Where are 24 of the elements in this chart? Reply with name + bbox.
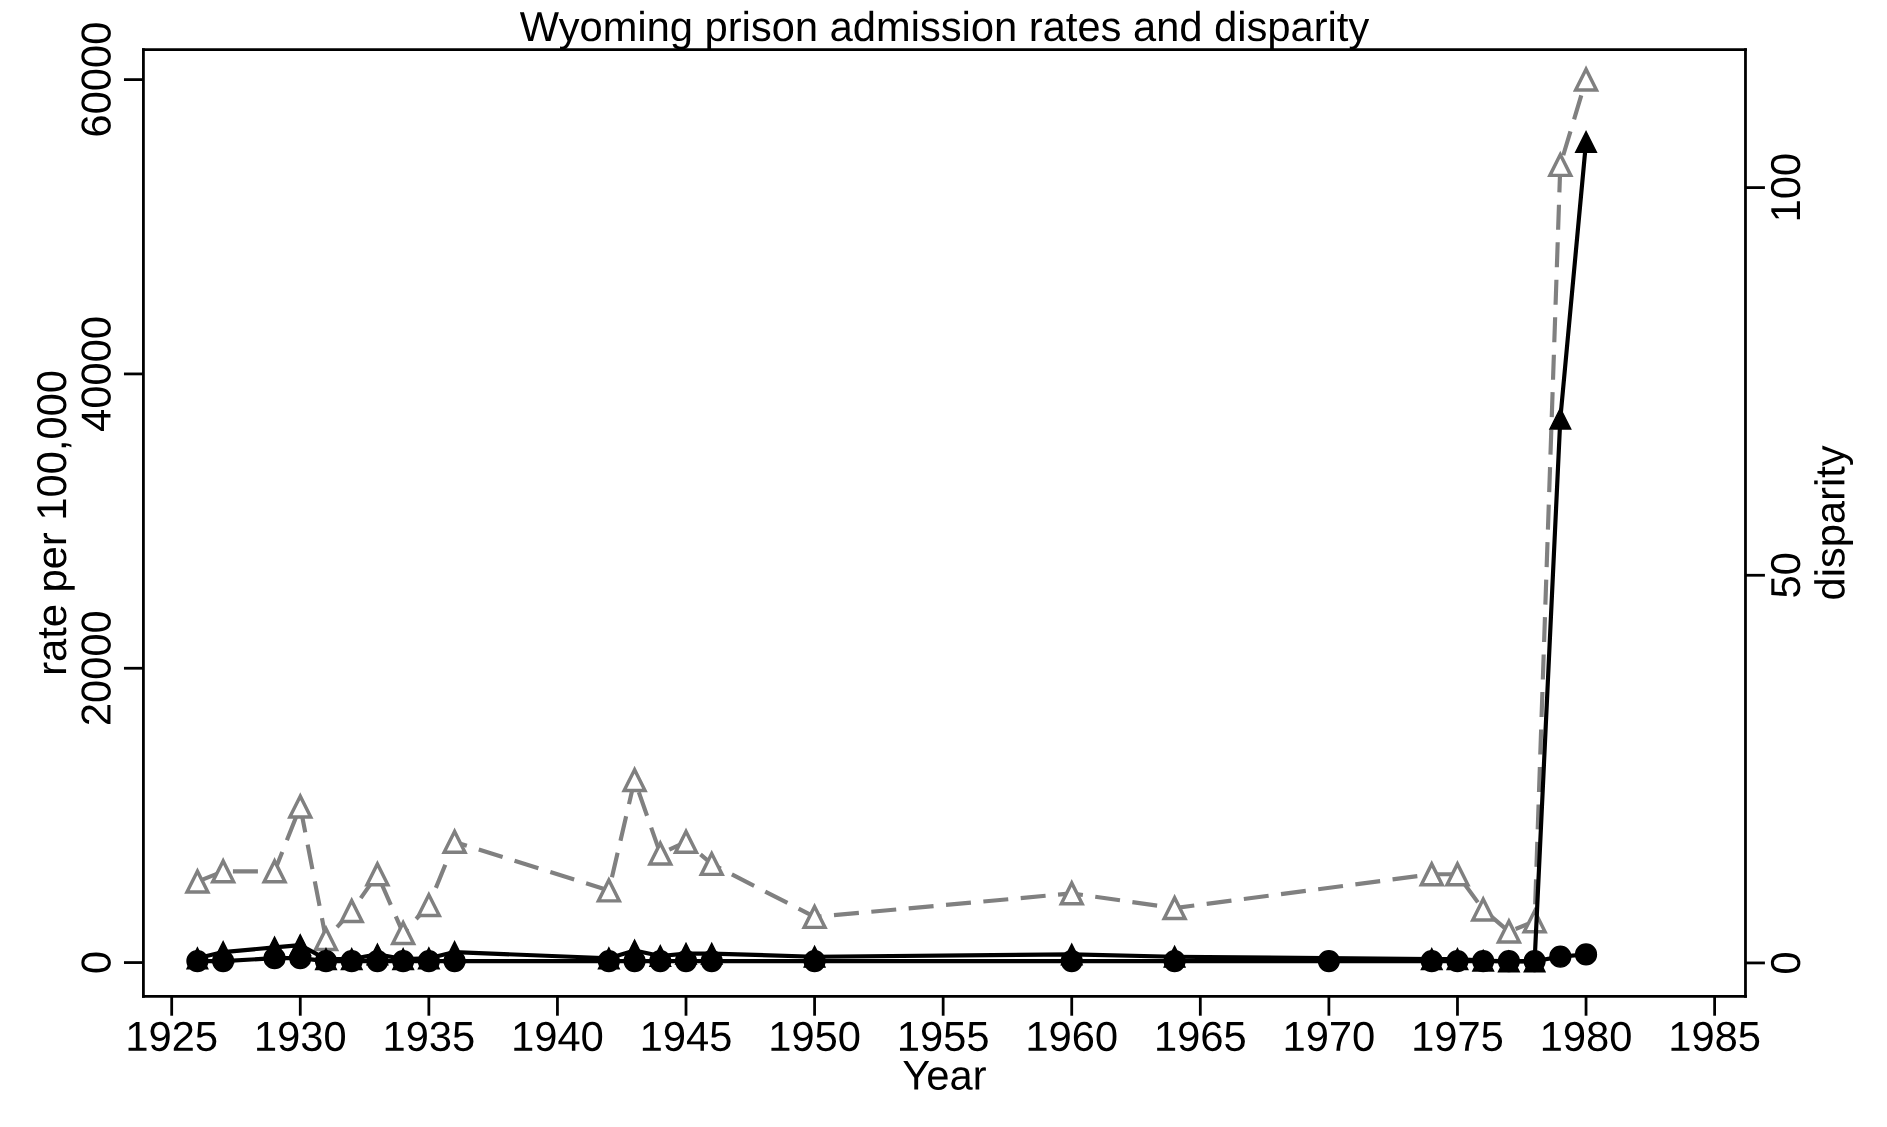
y2-tick-label: 50	[1770, 553, 1801, 597]
x-tick-label: 1945	[642, 1021, 731, 1052]
chart-title: Wyoming prison admission rates and disparity	[519, 10, 1370, 50]
x-axis-title: Year	[903, 1060, 986, 1091]
y2-tick-label: 100	[1770, 154, 1801, 220]
x-tick-label: 1940	[514, 1021, 603, 1052]
y-axis-title: rate per 100,000	[36, 371, 75, 674]
x-tick-label: 1985	[1671, 1021, 1760, 1052]
y2-tick-label: 0	[1770, 952, 1801, 973]
y-tick-label: 40000	[81, 317, 111, 431]
x-tick-label: 1955	[899, 1021, 988, 1052]
x-tick-label: 1950	[771, 1021, 860, 1052]
y-tick-label: 60000	[81, 23, 111, 136]
y2-axis-title: disparity	[1814, 445, 1854, 599]
x-tick-label: 1925	[128, 1021, 217, 1052]
y-tick-label: 0	[81, 952, 111, 973]
x-tick-label: 1935	[385, 1021, 474, 1052]
x-tick-label: 1980	[1542, 1021, 1631, 1052]
x-tick-label: 1960	[1028, 1021, 1117, 1052]
x-tick-label: 1975	[1414, 1021, 1503, 1052]
y-tick-label: 20000	[81, 611, 111, 725]
x-tick-label: 1930	[257, 1021, 345, 1052]
x-tick-label: 1965	[1157, 1021, 1245, 1052]
x-tick-label: 1970	[1285, 1021, 1374, 1052]
